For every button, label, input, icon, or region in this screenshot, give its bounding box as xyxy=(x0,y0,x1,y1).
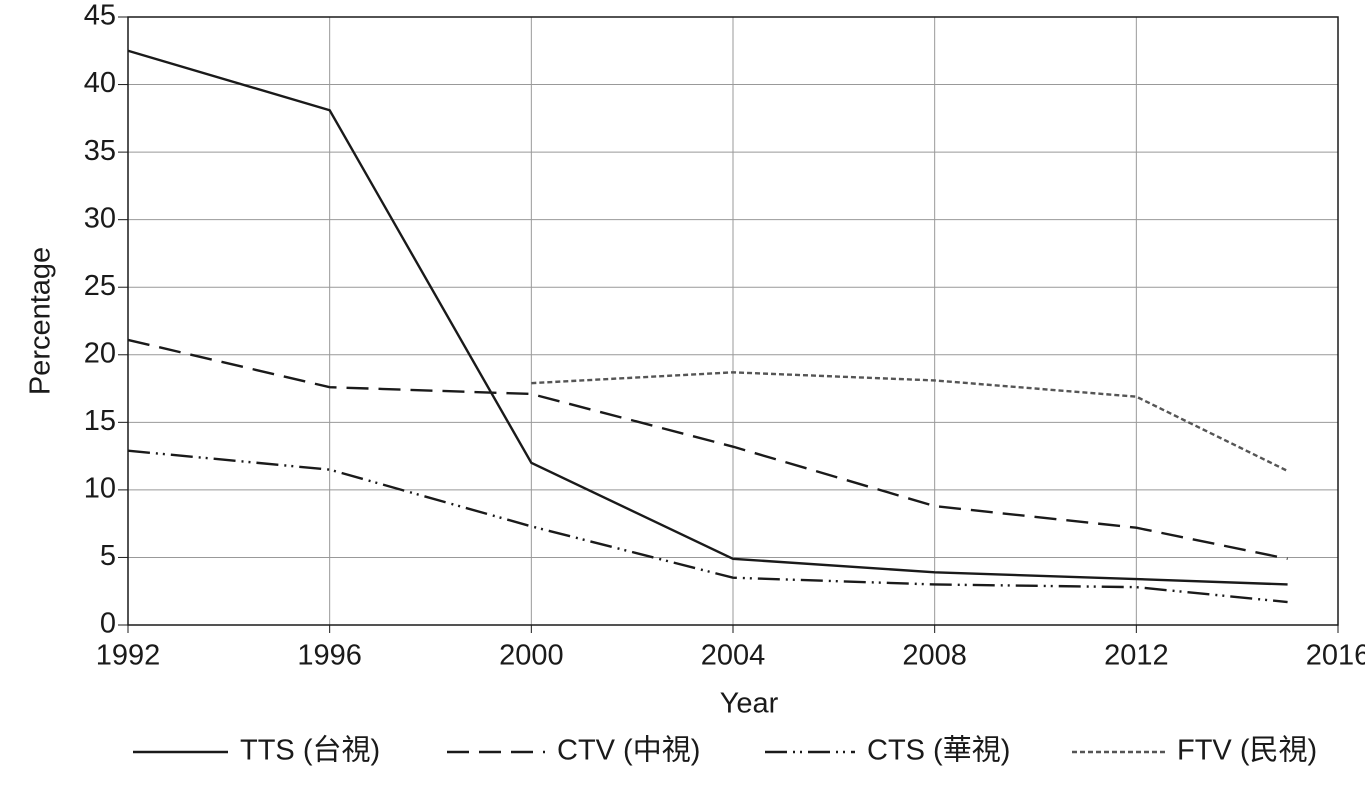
x-tick-label: 2004 xyxy=(701,640,766,672)
y-tick-label: 30 xyxy=(84,202,116,234)
x-axis-label: Year xyxy=(720,688,779,720)
legend-label: FTV (民視) xyxy=(1177,734,1317,767)
legend-label: CTV (中視) xyxy=(557,734,700,767)
x-tick-label: 2000 xyxy=(499,640,564,672)
data-line xyxy=(127,49,1288,586)
y-tick-label: 20 xyxy=(84,337,116,369)
y-tick-label: 45 xyxy=(84,0,116,32)
x-tick-label: 1992 xyxy=(96,640,161,672)
y-tick-label: 25 xyxy=(84,270,116,302)
y-tick-label: 5 xyxy=(100,540,116,572)
data-line xyxy=(127,449,1288,604)
y-axis-label: Percentage xyxy=(25,247,57,395)
y-tick-label: 40 xyxy=(84,67,116,99)
y-tick-label: 10 xyxy=(84,473,116,505)
x-tick-label: 1996 xyxy=(297,640,362,672)
y-tick-label: 15 xyxy=(84,405,116,437)
plot-frame xyxy=(127,16,1339,626)
x-tick-label: 2012 xyxy=(1104,640,1169,672)
y-tick-label: 35 xyxy=(84,135,116,167)
y-tick-label: 0 xyxy=(100,608,116,640)
legend-label: CTS (華視) xyxy=(867,734,1010,767)
data-line xyxy=(531,371,1289,473)
x-tick-label: 2016 xyxy=(1306,640,1365,672)
data-line xyxy=(127,338,1288,560)
x-tick-label: 2008 xyxy=(902,640,967,672)
legend-label: TTS (台視) xyxy=(240,734,380,767)
